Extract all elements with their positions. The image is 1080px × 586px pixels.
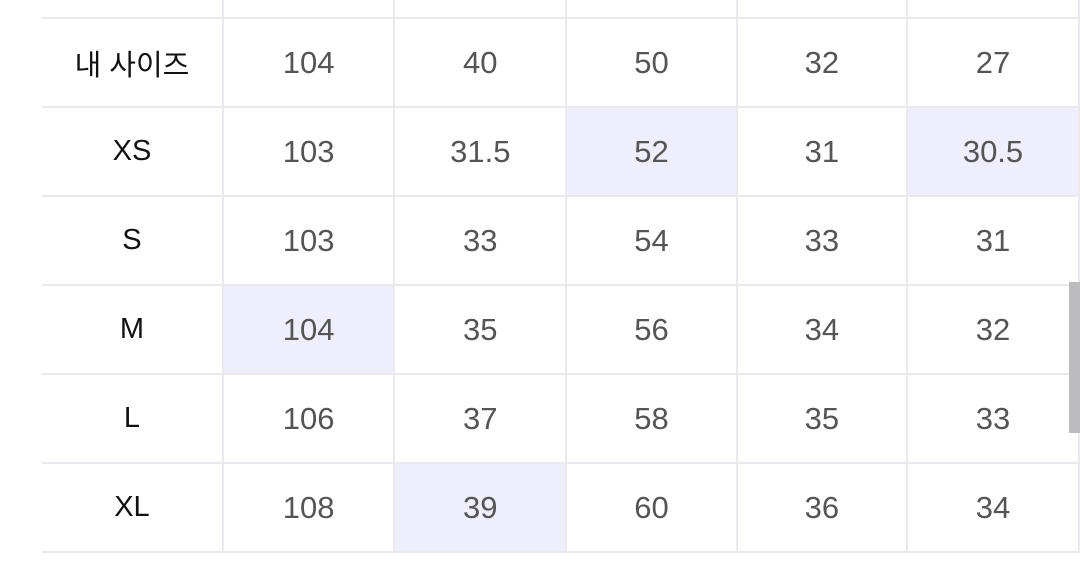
size-value-cell	[393, 0, 568, 19]
size-value-cell: 34	[735, 284, 909, 375]
size-value-cell	[735, 0, 909, 19]
size-value-cell: 103	[221, 106, 396, 197]
size-table: 내 사이즈 104 40 50 32 27 XS 103 31.5 52 31 30.5 S 103 33 5…	[42, 0, 1080, 553]
table-row: 내 사이즈 104 40 50 32 27	[42, 17, 1080, 108]
size-value-cell: 32	[735, 17, 909, 108]
size-value-cell: 39	[393, 462, 568, 553]
size-value-cell: 37	[393, 373, 568, 464]
size-value-cell: 27	[906, 17, 1080, 108]
table-row	[42, 0, 1080, 19]
size-value-cell: 35	[735, 373, 909, 464]
size-label: L	[42, 373, 224, 464]
size-value-cell: 31.5	[393, 106, 568, 197]
size-label: XL	[42, 462, 224, 553]
size-value-cell: 58	[565, 373, 738, 464]
size-value-cell: 32	[906, 284, 1080, 375]
size-label	[42, 0, 224, 19]
size-value-cell: 108	[221, 462, 396, 553]
size-value-cell: 50	[565, 17, 738, 108]
size-value-cell: 35	[393, 284, 568, 375]
size-value-cell: 33	[393, 195, 568, 286]
size-value-cell: 31	[906, 195, 1080, 286]
size-value-cell	[565, 0, 738, 19]
size-value-cell: 104	[221, 284, 396, 375]
size-label: S	[42, 195, 224, 286]
size-value-cell: 40	[393, 17, 568, 108]
table-row: S 103 33 54 33 31	[42, 195, 1080, 286]
size-value-cell: 103	[221, 195, 396, 286]
table-row: L 106 37 58 35 33	[42, 373, 1080, 464]
size-value-cell: 104	[221, 17, 396, 108]
size-value-cell: 52	[565, 106, 738, 197]
size-label: 내 사이즈	[42, 17, 224, 108]
size-label: M	[42, 284, 224, 375]
size-value-cell: 34	[906, 462, 1080, 553]
size-label: XS	[42, 106, 224, 197]
size-value-cell: 36	[735, 462, 909, 553]
table-row: M 104 35 56 34 32	[42, 284, 1080, 375]
size-value-cell: 60	[565, 462, 738, 553]
size-value-cell: 54	[565, 195, 738, 286]
table-row: XS 103 31.5 52 31 30.5	[42, 106, 1080, 197]
size-value-cell	[221, 0, 396, 19]
size-value-cell: 106	[221, 373, 396, 464]
size-value-cell: 56	[565, 284, 738, 375]
size-value-cell: 33	[906, 373, 1080, 464]
scrollbar[interactable]	[1069, 282, 1080, 433]
size-value-cell: 30.5	[906, 106, 1080, 197]
size-value-cell	[906, 0, 1080, 19]
size-value-cell: 33	[735, 195, 909, 286]
size-value-cell: 31	[735, 106, 909, 197]
table-row: XL 108 39 60 36 34	[42, 462, 1080, 553]
